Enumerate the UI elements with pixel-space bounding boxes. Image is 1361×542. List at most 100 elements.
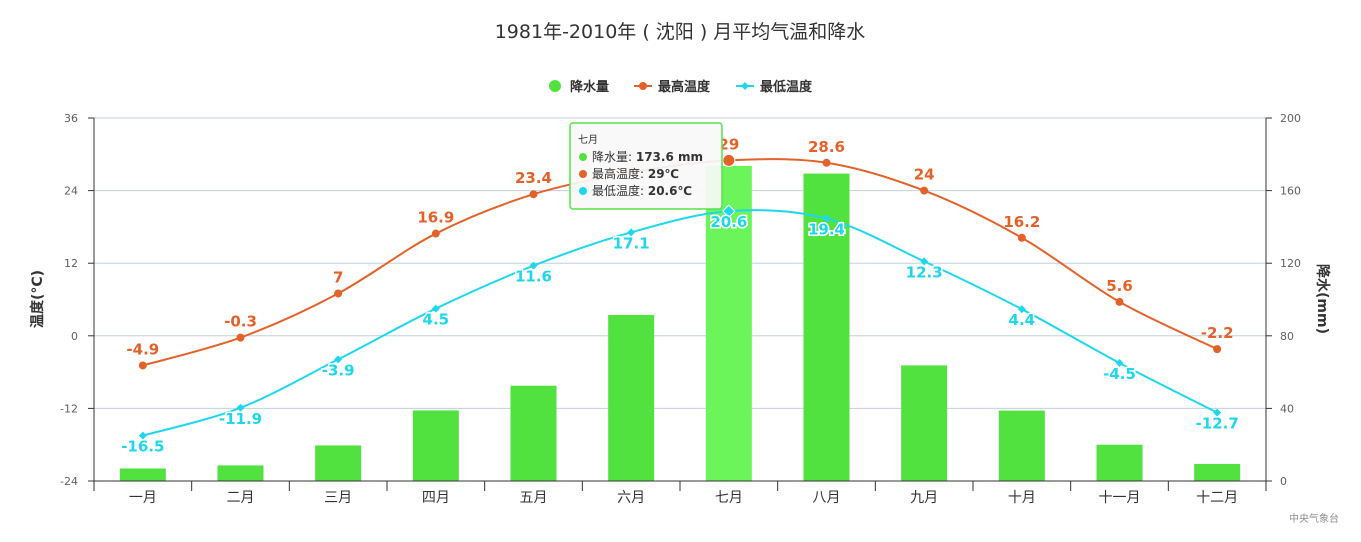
max-temp-point [822,158,831,167]
precipitation-bar [510,385,557,481]
min-temp-point [1115,359,1124,368]
x-category-label: 十月 [1008,490,1036,506]
legend-item-label: 最低温度 [760,79,813,95]
min-temp-point [431,304,440,313]
min-temp-point [1213,408,1222,417]
x-category-label: 十一月 [1099,490,1141,506]
precipitation-bar [705,165,752,481]
y-right-tick-label: 40 [1280,402,1294,415]
min-temp-label: 19.4 [808,220,845,238]
min-temp-label: 4.4 [1009,311,1036,329]
x-category-label: 四月 [422,490,450,506]
min-temp-label: 20.6 [710,213,747,231]
min-temp-label: 17.1 [613,234,650,252]
precipitation-bars [119,165,1241,481]
max-temp-point [1115,297,1124,306]
precipitation-bar [315,445,362,481]
tooltip-row: 最低温度: 20.6℃ [592,183,692,198]
axes: 36 200 24 160 12 120 0 80 -12 40 -24 0 一月 二月 三月 四月 五月 六月 七… [60,112,1301,506]
y-right-tick-label: 160 [1280,185,1301,198]
tooltip-row: 最高温度: 29℃ [592,166,679,181]
precipitation-bar [901,365,948,481]
x-category-label: 三月 [324,490,352,506]
x-category-label: 七月 [715,490,743,506]
max-temp-label: 24 [914,166,935,184]
y-left-tick-label: -24 [60,475,78,488]
precipitation-bar [998,410,1045,481]
min-temp-point [920,257,929,266]
legend-marker [639,82,647,90]
max-temp-label: 28.6 [808,138,845,156]
data-labels: -4.9 -0.3 7 16.9 23.4 29 28.6 24 16.2 5.6 -2.2 -16.… [120,135,1241,457]
tooltip-row-name: 最高温度: [592,166,648,181]
x-category-label: 九月 [910,490,938,506]
max-temp-point [138,361,147,370]
x-category-label: 五月 [520,490,548,506]
precipitation-bar [412,410,459,481]
max-temp-label: 16.9 [417,209,454,227]
max-temp-point [1213,345,1222,354]
x-category-label: 八月 [813,490,841,506]
legend-item-label: 降水量 [570,79,609,95]
y-right-tick-label: 200 [1280,112,1301,125]
tooltip-row-value: 29℃ [648,167,679,181]
tooltip-row-name: 降水量: [592,150,636,164]
tooltip-row-value: 20.6℃ [648,184,692,198]
x-category-label: 一月 [129,490,157,506]
precipitation-bar [803,173,850,481]
y-left-tick-label: 36 [64,112,78,125]
max-temp-label: -4.9 [126,340,159,358]
x-category-label: 二月 [227,490,255,506]
legend: 降水量 最高温度 最低温度 [549,79,813,95]
min-temp-line [142,209,1218,437]
max-temp-point [529,190,538,199]
y-right-tick-label: 80 [1280,330,1294,343]
max-temp-point [920,186,929,195]
max-temp-label: 23.4 [515,169,552,187]
max-temp-point [334,289,343,298]
min-temp-label: -16.5 [121,438,164,456]
tooltip-row-symbol [579,187,587,195]
precipitation-bar [1096,444,1143,481]
legend-marker [741,82,749,90]
min-temp-point [529,261,538,270]
tooltip-row-symbol [579,153,587,161]
max-temp-label: 7 [333,268,343,286]
tooltip-box [569,122,723,210]
credit-text: 中央气象台 [1289,512,1339,525]
x-category-label: 十二月 [1196,490,1238,506]
y-left-tick-label: 12 [64,257,78,270]
min-temp-point [627,228,636,237]
chart-title: 1981年-2010年 ( 沈阳 ) 月平均气温和降水 [495,21,866,43]
tooltip-row-value: 173.6 mm [636,150,703,164]
y-left-tick-label: 0 [71,330,78,343]
y-right-tick-label: 0 [1280,475,1287,488]
min-temp-point [236,403,245,412]
tooltip-header: 七月 [578,134,598,146]
min-temp-label: -4.5 [1103,365,1136,383]
precipitation-bar [217,465,264,481]
max-temp-point [431,229,440,238]
min-temp-label: -11.9 [219,410,262,428]
legend-item-label: 最高温度 [658,79,711,95]
min-temp-point [1017,305,1026,314]
min-temp-label: 11.6 [515,268,552,286]
min-temp-point [334,355,343,364]
max-temp-point [1017,233,1026,242]
y-axis-right-title: 降水(mm) [1314,264,1331,334]
precipitation-bar [1194,463,1241,481]
min-temp-label: -3.9 [322,361,355,379]
tooltip-row: 降水量: 173.6 mm [592,150,703,164]
y-left-tick-label: 24 [64,185,78,198]
precipitation-bar [608,314,655,481]
min-temp-label: 4.5 [423,311,450,329]
min-temp-label: -12.7 [1196,415,1239,433]
y-left-tick-label: -12 [60,402,78,415]
max-temp-label: 29 [718,135,739,153]
tooltip-row-name: 最低温度: [592,183,648,198]
legend-bar-symbol [549,80,561,92]
min-temp-point [138,431,147,440]
max-temp-label: 16.2 [1003,213,1040,231]
